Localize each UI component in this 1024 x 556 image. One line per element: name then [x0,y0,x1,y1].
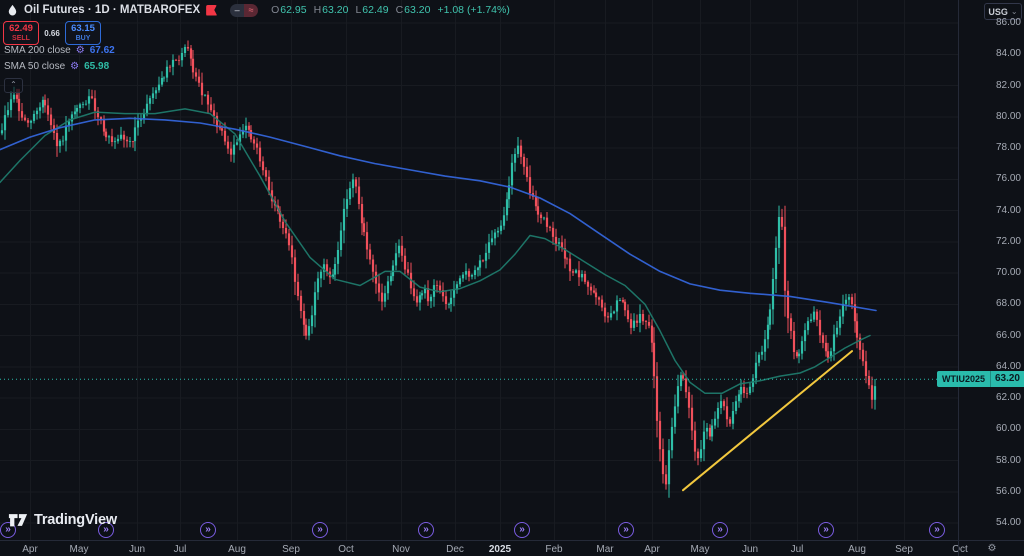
order-buttons: 62.49 SELL 0.66 63.15 BUY [3,21,101,45]
month-label: Jul [173,544,187,555]
month-label: May [69,544,89,555]
high-label: H [313,4,322,16]
price-tick: 82.00 [995,79,1021,91]
event-marker[interactable]: » [98,522,114,538]
legend-collapse-button[interactable]: ⌃ [4,78,23,93]
event-marker[interactable]: » [312,522,328,538]
high-value: 63.20 [322,4,349,16]
tradingview-mark-icon [8,514,28,527]
current-price-tag: WTIU2025 63.20 [936,371,1024,387]
event-marker[interactable]: » [712,522,728,538]
chart-pane[interactable]: Oil Futures · 1D · MATBAROFEX – ≈ O 62.95… [0,0,958,540]
open-label: O [271,4,280,16]
indicator-row-sma50[interactable]: SMA 50 close ⚙ 65.98 [4,60,109,73]
price-tick: 56.00 [995,485,1021,497]
month-label: May [690,544,710,555]
month-label: Jun [741,544,759,555]
currency-label: USG [988,6,1008,17]
open-value: 62.95 [280,4,307,16]
tradingview-logo-text: TradingView [34,512,117,528]
time-axis[interactable]: Apr May Jun Jul Aug Sep Oct Nov Dec 2025 Feb Mar Apr… [0,540,968,556]
price-tick: 62.00 [995,392,1021,403]
indicator-gear-icon[interactable]: ⚙ [75,45,85,56]
month-label: Nov [392,544,410,555]
trading-panel-toggle[interactable]: – ≈ [230,3,259,17]
flag-icon[interactable] [206,4,218,16]
price-tick: 72.00 [995,235,1021,247]
indicator-gear-icon[interactable]: ⚙ [70,61,80,72]
chart-legend: Oil Futures · 1D · MATBAROFEX – ≈ O 62.95… [6,2,510,18]
month-label: Feb [545,544,563,555]
event-marker[interactable]: » [418,522,434,538]
minus-toggle-icon: – [230,3,245,17]
indicator-name: SMA 200 close [4,45,71,56]
spread-value: 0.66 [44,28,60,38]
tradingview-logo[interactable]: TradingView [8,512,117,528]
low-value: 62.49 [362,4,389,16]
event-marker[interactable]: » [818,522,834,538]
sell-price: 62.49 [9,22,33,34]
oil-droplet-icon [8,4,17,16]
buy-price: 63.15 [71,22,95,34]
month-label: Oct [338,544,354,555]
close-value: 63.20 [404,4,431,16]
month-label: Jun [128,544,146,555]
price-tick: 76.00 [995,173,1021,185]
month-label: Dec [446,544,464,555]
price-tick: 66.00 [995,329,1021,341]
event-marker[interactable]: » [929,522,945,538]
chevron-up-icon: ⌃ [10,80,17,89]
sell-label: SELL [12,35,30,43]
price-tick: 64.00 [995,360,1021,372]
buy-label: BUY [75,35,91,43]
event-marker[interactable]: » [514,522,530,538]
price-tick: 70.00 [995,267,1021,278]
price-tick: 58.00 [995,454,1021,466]
price-tick: 86.00 [995,17,1021,28]
price-tick: 54.00 [995,517,1021,528]
price-tick: 74.00 [995,204,1021,216]
month-label: Sep [895,544,913,555]
axis-corner: ⚙ [958,540,1024,556]
current-price-value: 63.20 [989,371,1024,387]
month-label: Oct [952,544,968,555]
month-label: 2025 [488,544,512,555]
price-axis[interactable]: USG ⌄ 86.00 84.00 82.00 80.00 78.00 76.00 74.0… [958,0,1024,540]
month-label: Aug [848,544,866,555]
chart-canvas [0,0,958,540]
price-tick: 60.00 [995,423,1021,435]
price-tick: 78.00 [995,142,1021,153]
indicator-name: SMA 50 close [4,61,66,72]
buy-button[interactable]: 63.15 BUY [65,21,101,45]
indicator-value: 67.62 [89,45,115,56]
contract-label: WTIU2025 [936,371,990,387]
month-label: Jul [790,544,804,555]
low-label: L [355,4,362,16]
symbol-title[interactable]: Oil Futures · 1D · MATBAROFEX [24,4,201,16]
sell-button[interactable]: 62.49 SELL [3,21,39,45]
price-tick: 80.00 [995,110,1021,122]
price-tick: 84.00 [995,48,1021,60]
month-label: Apr [22,544,38,555]
chevron-down-icon: ⌄ [1010,7,1018,16]
month-label: Sep [282,544,300,555]
axis-settings-gear-icon[interactable]: ⚙ [987,543,997,554]
ohlc-values: O 62.95 H 63.20 L 62.49 C 63.20 +1.08 (+1.74… [271,4,510,16]
price-tick: 68.00 [995,298,1021,310]
indicator-value: 65.98 [84,61,110,72]
currency-selector[interactable]: USG ⌄ [984,3,1022,20]
event-marker[interactable]: » [200,522,216,538]
indicator-row-sma200[interactable]: SMA 200 close ⚙ 67.62 [4,44,115,57]
close-label: C [395,4,404,16]
month-label: Aug [228,544,246,555]
symbol-row[interactable]: Oil Futures · 1D · MATBAROFEX – ≈ O 62.95… [6,2,510,18]
event-marker[interactable]: » [618,522,634,538]
change-value: +1.08 (+1.74%) [437,4,510,16]
month-label: Apr [644,544,660,555]
month-label: Mar [596,544,614,555]
waves-toggle-icon: ≈ [244,3,259,17]
